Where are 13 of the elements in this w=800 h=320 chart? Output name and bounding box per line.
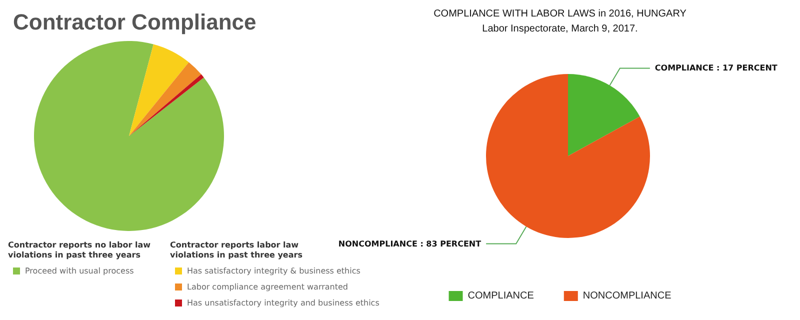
chart-subtitle: Labor Inspectorate, March 9, 2017. — [482, 24, 638, 34]
legend-label: NONCOMPLIANCE — [582, 290, 672, 302]
legend-label: Labor compliance agreement warranted — [187, 282, 348, 292]
legend-label: COMPLIANCE — [468, 290, 534, 302]
legend-label: Has unsatisfactory integrity and business ethics — [187, 298, 380, 308]
legend-label: Has satisfactory integrity & business ethics — [187, 266, 360, 276]
data-label: NONCOMPLIANCE : 83 PERCENT — [338, 239, 482, 248]
data-label: COMPLIANCE : 17 PERCENT — [654, 64, 778, 73]
legend-label: Proceed with usual process — [25, 266, 134, 276]
chart-title: COMPLIANCE WITH LABOR LAWS in 2016, HUNGARY — [434, 8, 687, 20]
chart-title: Contractor Compliance — [13, 10, 256, 34]
text: Contractor reports labor law violations in past three years — [170, 240, 303, 260]
text: Contractor reports no labor law violations in past three years — [8, 240, 154, 260]
